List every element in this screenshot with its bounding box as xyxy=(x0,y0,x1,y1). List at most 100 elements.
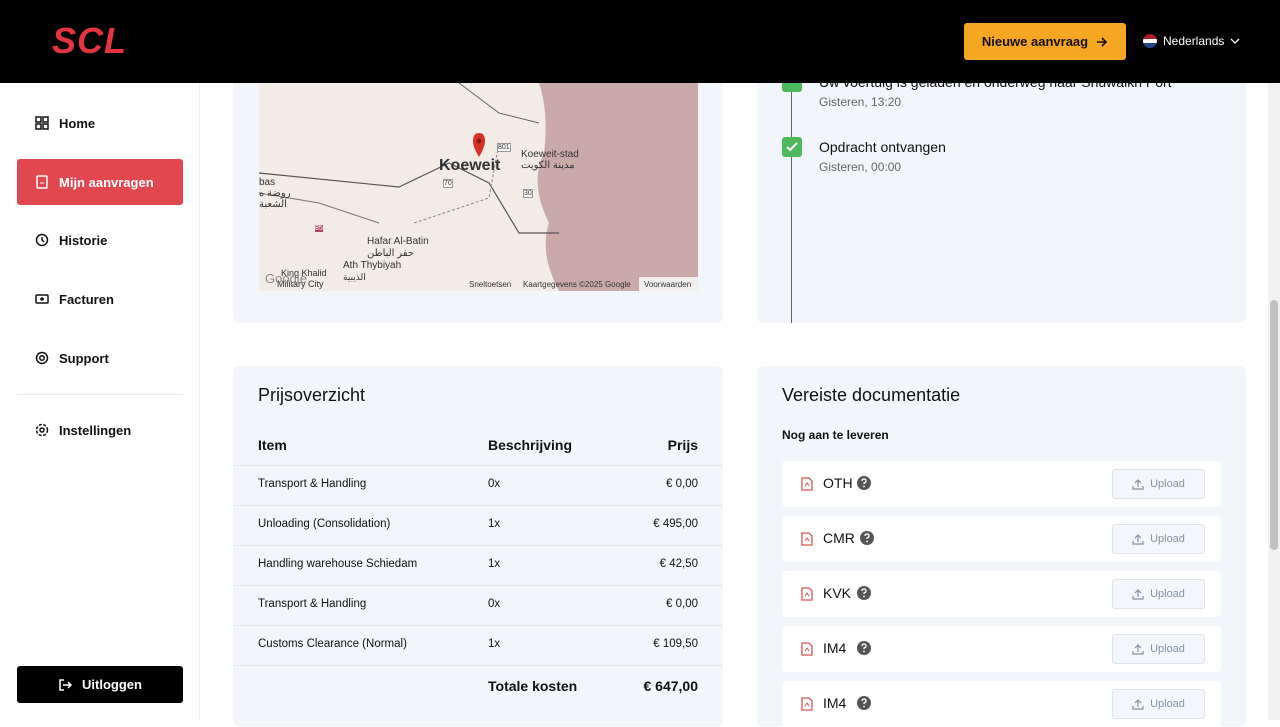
upload-icon xyxy=(1132,479,1144,490)
pdf-icon xyxy=(801,587,813,601)
nav-support[interactable]: Support xyxy=(17,335,183,381)
document-row: OTH Upload xyxy=(782,461,1221,507)
nav-invoices[interactable]: Facturen xyxy=(17,276,183,322)
check-icon xyxy=(782,137,802,157)
map-label: Koeweit xyxy=(439,157,501,174)
timeline-time: Gisteren, 00:00 xyxy=(819,160,902,174)
row-divider xyxy=(233,585,723,586)
upload-button[interactable]: Upload xyxy=(1112,469,1205,499)
row-divider xyxy=(233,465,723,466)
nav-settings[interactable]: Instellingen xyxy=(17,407,183,453)
timeline-title: Opdracht ontvangen xyxy=(819,139,946,155)
settings-icon xyxy=(35,423,49,437)
column-header: Beschrijving xyxy=(488,437,573,453)
column-header: Item xyxy=(258,437,287,453)
nav-home[interactable]: Home xyxy=(17,100,183,146)
document-name: CMR xyxy=(823,530,855,546)
documents-title: Vereiste documentatie xyxy=(782,385,961,405)
map-label: الشعبة xyxy=(259,199,287,210)
header: SCL Nieuwe aanvraag Nederlands xyxy=(0,0,1280,83)
nav-history[interactable]: Historie xyxy=(17,217,183,263)
pdf-icon xyxy=(801,477,813,491)
logo[interactable]: SCL xyxy=(52,20,127,61)
new-request-button[interactable]: Nieuwe aanvraag xyxy=(964,23,1126,60)
documents-subtitle: Nog aan te leveren xyxy=(782,428,889,442)
row-divider xyxy=(233,625,723,626)
price-amount: € 109,50 xyxy=(653,638,698,650)
map-label: روضة ه xyxy=(259,188,291,199)
upload-button[interactable]: Upload xyxy=(1112,689,1205,719)
google-logo: Google xyxy=(265,271,307,286)
price-item: Customs Clearance (Normal) xyxy=(258,638,407,650)
row-divider xyxy=(233,545,723,546)
price-description: 1x xyxy=(488,638,501,650)
document-row: IM4 Upload xyxy=(782,626,1221,672)
help-icon[interactable] xyxy=(857,641,871,655)
price-item: Handling warehouse Schiedam xyxy=(258,558,418,570)
upload-button[interactable]: Upload xyxy=(1112,524,1205,554)
nav-label: Historie xyxy=(59,232,108,248)
support-icon xyxy=(35,351,49,365)
price-item: Unloading (Consolidation) xyxy=(258,518,391,530)
map-label: حفر الباطن xyxy=(367,248,414,259)
document-row: IM4 Upload xyxy=(782,681,1221,727)
total-value: € 647,00 xyxy=(643,678,699,694)
map-label: 30 xyxy=(523,189,533,198)
map-attribution: Kaartgegevens ©2025 Google xyxy=(523,280,631,289)
upload-label: Upload xyxy=(1150,588,1185,600)
price-description: 0x xyxy=(488,598,501,610)
map-label: Military City xyxy=(277,279,324,289)
pdf-icon xyxy=(801,532,813,546)
map-labels: Koeweit Koeweit-stad مدينة الكويت Hafar … xyxy=(259,83,698,291)
map-label: King Khalid xyxy=(281,268,327,278)
price-description: 1x xyxy=(488,518,501,530)
price-amount: € 495,00 xyxy=(653,518,698,530)
upload-icon xyxy=(1132,699,1144,710)
nav-label: Support xyxy=(59,350,109,366)
map-label: مدينة الكويت xyxy=(521,160,575,171)
upload-label: Upload xyxy=(1150,533,1185,545)
nav-requests[interactable]: Mijn aanvragen xyxy=(17,159,183,205)
help-icon[interactable] xyxy=(857,476,871,490)
upload-button[interactable]: Upload xyxy=(1112,579,1205,609)
pdf-icon xyxy=(801,642,813,656)
price-description: 1x xyxy=(488,558,501,570)
pricing-card xyxy=(233,366,723,726)
separator xyxy=(17,394,183,395)
upload-label: Upload xyxy=(1150,478,1185,490)
upload-icon xyxy=(1132,644,1144,655)
help-icon[interactable] xyxy=(860,531,874,545)
language-label: Nederlands xyxy=(1163,34,1225,48)
help-icon[interactable] xyxy=(857,586,871,600)
help-icon[interactable] xyxy=(857,696,871,710)
map-attribution[interactable]: Voorwaarden xyxy=(644,280,692,289)
map-label: 85 xyxy=(315,225,323,232)
logout-button[interactable]: Uitloggen xyxy=(17,666,183,703)
document-name: OTH xyxy=(823,475,853,491)
timeline-time: Gisteren, 13:20 xyxy=(819,95,902,109)
map-attribution[interactable]: Sneltoetsen xyxy=(469,280,512,289)
map-label: Koeweit-stad xyxy=(521,149,579,160)
nav-label: Instellingen xyxy=(59,422,132,438)
map-label: 70 xyxy=(443,179,453,188)
logout-icon xyxy=(59,678,73,691)
nav-label: Home xyxy=(59,115,96,131)
price-description: 0x xyxy=(488,478,501,490)
map[interactable] xyxy=(259,83,698,291)
upload-button[interactable]: Upload xyxy=(1112,634,1205,664)
upload-icon xyxy=(1132,534,1144,545)
upload-icon xyxy=(1132,589,1144,600)
column-header: Prijs xyxy=(667,437,698,453)
language-select[interactable]: Nederlands xyxy=(1143,34,1240,48)
map-label: Ath Thybiyah xyxy=(343,260,402,271)
doc-icon xyxy=(36,175,48,189)
document-name: IM4 xyxy=(823,640,847,656)
timeline-line xyxy=(791,90,792,323)
scrollbar-thumb[interactable] xyxy=(1270,300,1278,550)
total-label: Totale kosten xyxy=(488,678,578,694)
map-label: bas xyxy=(259,177,276,188)
sidebar: Home Mijn aanvragen Historie Facturen Su… xyxy=(0,83,200,720)
price-amount: € 0,00 xyxy=(666,598,698,610)
upload-label: Upload xyxy=(1150,698,1185,710)
